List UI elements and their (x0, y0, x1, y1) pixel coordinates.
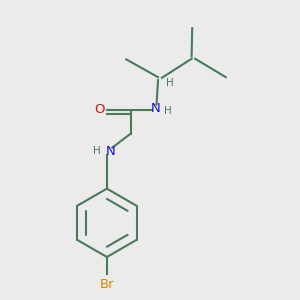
Text: N: N (105, 145, 115, 158)
Text: Br: Br (100, 278, 114, 291)
Text: H: H (93, 146, 101, 157)
Text: H: H (164, 106, 172, 116)
Text: N: N (151, 102, 161, 115)
Text: O: O (94, 103, 105, 116)
Text: H: H (166, 78, 174, 88)
